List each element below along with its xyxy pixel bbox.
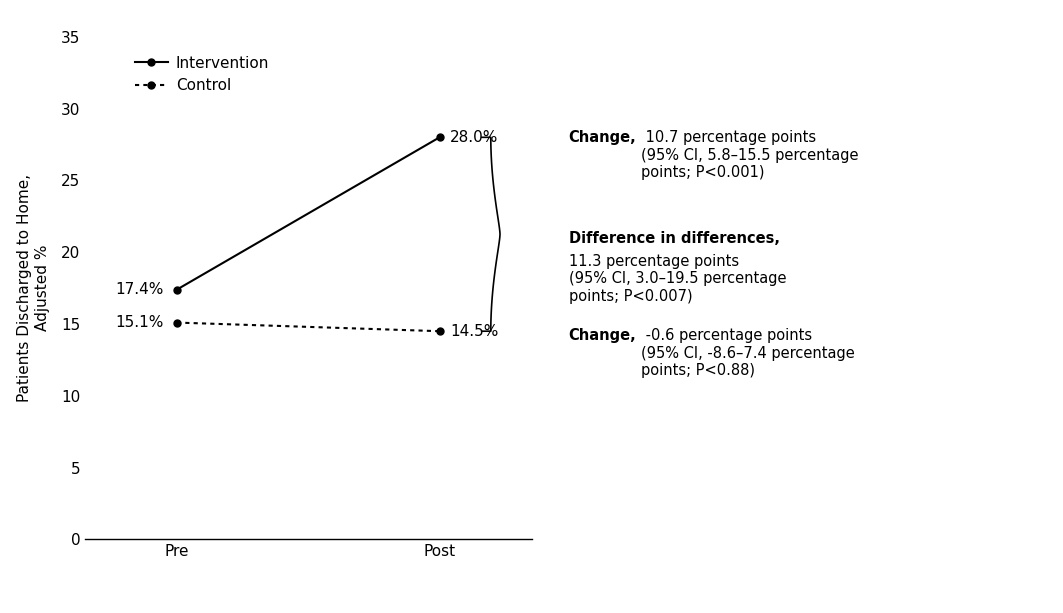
Text: 10.7 percentage points
(95% CI, 5.8–15.5 percentage
points; P<0.001): 10.7 percentage points (95% CI, 5.8–15.5… (641, 130, 859, 180)
Intervention (434, 134, 446, 141)
Text: 17.4%: 17.4% (116, 282, 164, 297)
Text: Change,: Change, (569, 130, 637, 145)
Text: Difference in differences,: Difference in differences, (569, 230, 779, 246)
Text: 11.3 percentage points
(95% CI, 3.0–19.5 percentage
points; P<0.007): 11.3 percentage points (95% CI, 3.0–19.5… (569, 254, 787, 304)
Line: Intervention: Intervention (173, 134, 443, 293)
Text: 28.0%: 28.0% (450, 130, 499, 145)
Control (434, 327, 446, 335)
Text: Change,: Change, (569, 329, 637, 343)
Line: Control: Control (173, 319, 443, 335)
Text: -0.6 percentage points
(95% CI, -8.6–7.4 percentage
points; P<0.88): -0.6 percentage points (95% CI, -8.6–7.4… (641, 329, 855, 378)
Intervention (170, 286, 183, 293)
Legend: Intervention, Control: Intervention, Control (129, 50, 275, 99)
Text: 15.1%: 15.1% (116, 315, 164, 330)
Y-axis label: Patients Discharged to Home,
Adjusted %: Patients Discharged to Home, Adjusted % (17, 174, 50, 402)
Control (170, 319, 183, 326)
Text: 14.5%: 14.5% (450, 324, 499, 339)
